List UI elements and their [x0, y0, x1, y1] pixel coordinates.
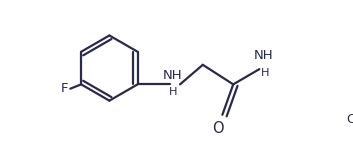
- Text: H: H: [169, 87, 178, 97]
- Text: H: H: [261, 67, 269, 77]
- Text: O: O: [212, 121, 224, 136]
- Text: CH₃: CH₃: [346, 113, 353, 126]
- Text: NH: NH: [254, 49, 274, 62]
- Text: F: F: [61, 82, 68, 95]
- Text: NH: NH: [163, 69, 182, 82]
